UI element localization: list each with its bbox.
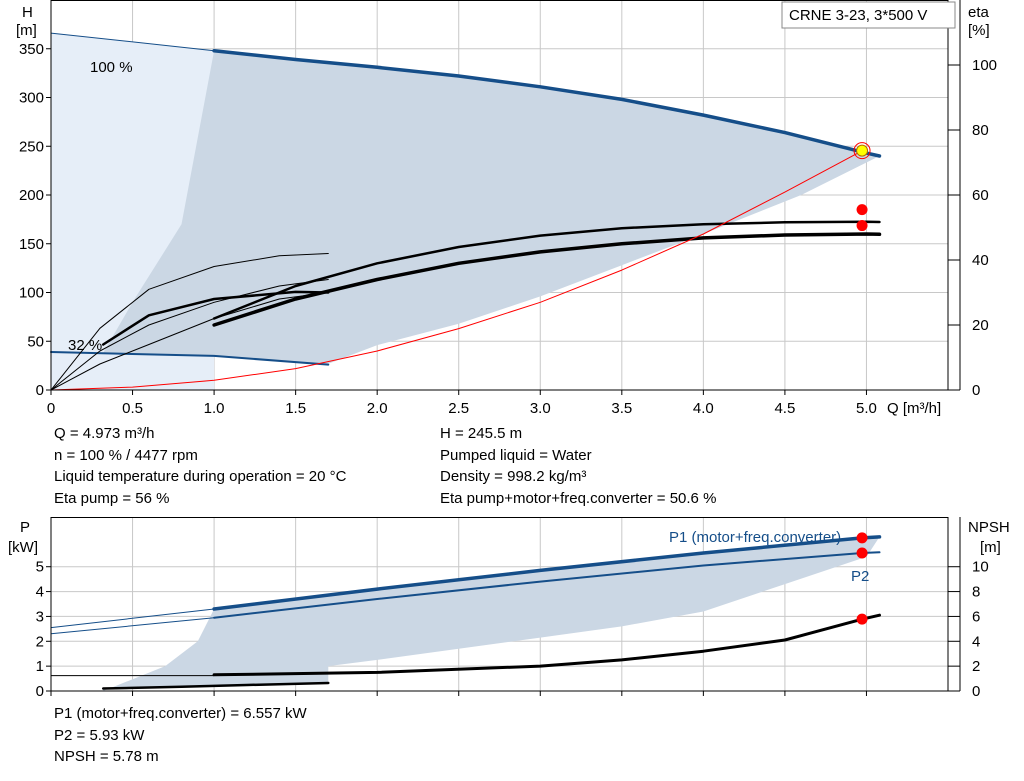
top-chart-area [51, 33, 880, 390]
top-y-left-label-2: [m] [16, 22, 37, 39]
chart-title: CRNE 3-23, 3*500 V [789, 7, 927, 24]
bottom-y-left-label-1: P [20, 519, 30, 536]
info-speed: n = 100 % / 4477 rpm [54, 446, 198, 464]
bottom-y-right-tick-label: 2 [972, 658, 980, 675]
speed-label-32: 32 % [68, 337, 102, 354]
power-marker [856, 547, 868, 559]
title-box [781, 1, 956, 29]
duty-point [856, 144, 869, 157]
top-y-left-tick-label: 150 [19, 236, 44, 253]
p2-series-label: P2 [851, 568, 869, 585]
top-x-tick-label: 0.5 [122, 400, 143, 417]
top-y-left-tick-label: 50 [27, 333, 44, 350]
bottom-y-left-label-2: [kW] [8, 539, 38, 556]
power-operating-region [103, 536, 880, 691]
bottom-chart-lines [50, 532, 882, 690]
top-y-right-tick-label: 20 [972, 317, 989, 334]
head-curve-100 [212, 48, 882, 158]
top-x-tick-label: 3.0 [530, 400, 551, 417]
power-p2-extension [50, 617, 215, 635]
power-marker [856, 532, 868, 544]
bottom-info: P1 (motor+freq.converter) = 6.557 kW P2 … [54, 703, 307, 768]
npsh-curve [212, 613, 881, 677]
power-marker [856, 613, 868, 625]
efficiency-curve-reduced-c [50, 292, 329, 391]
top-y-right-label-1: eta [968, 4, 990, 21]
head-curve-100-extension [50, 32, 215, 52]
top-x-tick-label: 2.0 [367, 400, 388, 417]
bottom-y-right-tick-label: 8 [972, 584, 980, 601]
top-frame [50, 0, 949, 391]
duty-point-ring [853, 142, 871, 160]
top-x-tick-label: 5.0 [856, 400, 877, 417]
efficiency-curve-total [212, 232, 882, 327]
bottom-y-left-tick-label: 0 [36, 683, 44, 700]
p1-series-label: P1 (motor+freq.converter) [669, 529, 841, 546]
top-y-left-tick-label: 300 [19, 90, 44, 107]
x-axis-label: Q [m³/h] [887, 400, 941, 417]
efficiency-curve-reduced-b [50, 279, 329, 391]
top-x-tick-label: 4.5 [774, 400, 795, 417]
bottom-y-left-tick-label: 2 [36, 633, 44, 650]
efficiency-curve-reduced-a [50, 253, 329, 391]
top-chart-lines [50, 32, 882, 391]
top-y-right-tick-label: 0 [972, 382, 980, 399]
power-curve-32 [101, 681, 330, 690]
bottom-y-right-label-2: [m] [980, 539, 1001, 556]
efficiency-marker [856, 220, 868, 232]
top-chart-axes: 0 0.5 1.0 1.5 2.0 2.5 3.0 3.5 4.0 4.5 5.0 0 50 100 150… [19, 0, 997, 417]
bottom-chart-axes: 0 1 2 3 4 5 0 2 4 6 8 10 [36, 517, 989, 700]
system-curve [50, 150, 863, 391]
top-y-left-tick-label: 0 [36, 382, 44, 399]
bottom-y-left-tick-label: 4 [36, 584, 44, 601]
info-npsh: NPSH = 5.78 m [54, 748, 159, 765]
top-x-tick-label: 1.5 [285, 400, 306, 417]
bottom-y-right-tick-label: 6 [972, 608, 980, 625]
efficiency-curve-32 [101, 290, 330, 346]
info-flow: Q = 4.973 m³/h [54, 425, 155, 442]
power-p1-extension [50, 608, 215, 629]
bottom-y-right-label-1: NPSH [968, 519, 1010, 536]
bottom-y-left-tick-label: 3 [36, 608, 44, 625]
info-temperature: Liquid temperature during operation = 20… [54, 468, 347, 485]
top-x-tick-label: 1.0 [204, 400, 225, 417]
top-y-right-label-2: [%] [968, 22, 990, 39]
top-y-left-label-1: H [22, 4, 33, 21]
top-x-tick-label: 2.5 [448, 400, 469, 417]
head-curve-32 [50, 351, 330, 366]
bottom-y-right-tick-label: 0 [972, 683, 980, 700]
top-y-left-tick-label: 200 [19, 187, 44, 204]
info-liquid: Pumped liquid = Water [440, 446, 592, 464]
info-head: H = 245.5 m [440, 425, 523, 442]
bottom-y-right-tick-label: 4 [972, 633, 980, 650]
top-info-left: Q = 4.973 m³/h n = 100 % / 4477 rpm Liqu… [54, 423, 346, 509]
info-p2: P2 = 5.93 kW [54, 726, 145, 744]
bottom-y-left-tick-label: 5 [36, 559, 44, 576]
info-eta-total: Eta pump+motor+freq.converter = 50.6 % [440, 489, 717, 507]
bottom-y-right-tick-label: 10 [972, 559, 989, 576]
top-x-tick-label: 0 [47, 400, 55, 417]
bottom-y-left-tick-label: 1 [36, 658, 44, 675]
info-p1: P1 (motor+freq.converter) = 6.557 kW [54, 705, 307, 722]
efficiency-curve-pump [212, 220, 881, 320]
top-y-left-tick-label: 250 [19, 138, 44, 155]
top-y-right-tick-label: 40 [972, 252, 989, 269]
efficiency-marker [856, 204, 868, 216]
top-y-right-tick-label: 60 [972, 187, 989, 204]
bottom-chart-area [103, 536, 880, 691]
bottom-frame [50, 517, 949, 692]
top-y-left-tick-label: 100 [19, 285, 44, 302]
info-eta-pump: Eta pump = 56 % [54, 489, 170, 507]
top-y-right-tick-label: 80 [972, 122, 989, 139]
top-x-tick-label: 3.5 [611, 400, 632, 417]
top-y-right-tick-label: 100 [972, 57, 997, 74]
top-info-right: H = 245.5 m Pumped liquid = Water Densit… [440, 423, 716, 509]
top-y-left-tick-label: 350 [19, 41, 44, 58]
info-density: Density = 998.2 kg/m³ [440, 468, 587, 485]
top-x-tick-label: 4.0 [693, 400, 714, 417]
speed-label-100: 100 % [90, 59, 133, 76]
